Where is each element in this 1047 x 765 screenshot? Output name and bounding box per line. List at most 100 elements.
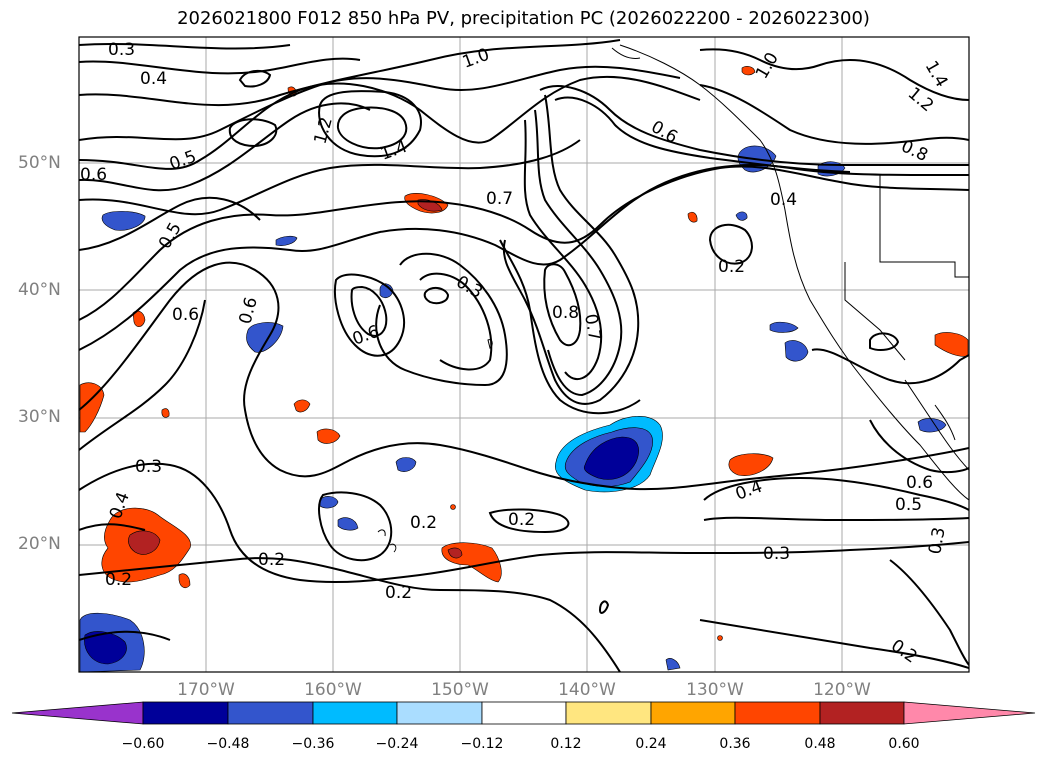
precip-blob [79, 382, 105, 433]
colorbar-segment [227, 701, 314, 725]
contour-line [79, 299, 206, 451]
colorbar-segment [481, 701, 567, 725]
contour-line [79, 165, 969, 321]
contour-line [79, 39, 621, 106]
contour-line [488, 508, 570, 534]
contour-line [539, 85, 969, 167]
contour-label: 0.2 [258, 550, 285, 570]
contour-label: 0.3 [453, 272, 486, 303]
colorbar-tick: −0.12 [460, 736, 504, 752]
contour-line [699, 619, 969, 669]
colorbar-segment [819, 701, 905, 725]
contour-label: 0.5 [155, 219, 186, 252]
coast-path [904, 379, 969, 471]
contour-line [534, 109, 623, 397]
contour-label: 0.3 [108, 40, 135, 60]
map-panel: 0.3 0.4 0.5 0.6 0.7 0.8 1.0 1.2 1.4 0.2 … [79, 37, 969, 672]
contour-label: 0.5 [167, 147, 199, 175]
precip-blob [101, 211, 146, 231]
contour-label: 0.2 [105, 570, 132, 590]
contour-line [238, 69, 272, 88]
contour-label: 0.5 [895, 495, 922, 515]
precip-blob [769, 321, 799, 333]
colorbar-segment [142, 701, 229, 725]
contour-label: 0.6 [906, 473, 933, 493]
precip-blob [784, 340, 809, 362]
contour-line [708, 223, 753, 265]
contour-line [79, 139, 581, 216]
contour-line [79, 57, 361, 75]
contour-line [79, 102, 371, 192]
colorbar-tick: 0.12 [550, 736, 582, 752]
contour-line [703, 476, 969, 511]
precip-blob [583, 436, 639, 480]
contour-label: 1.4 [378, 137, 410, 165]
coast-path [619, 44, 969, 501]
contour-label: 0.7 [486, 189, 513, 209]
contour-line [318, 90, 422, 158]
contour-line [699, 84, 969, 145]
contour-label: 0.4 [770, 190, 797, 210]
lat-label-20: 20°N [18, 534, 61, 554]
colorbar-tick: −0.36 [291, 736, 335, 752]
contour-line [423, 287, 450, 305]
contour-line [869, 419, 969, 474]
contour-line [499, 239, 641, 415]
precip-dot [717, 635, 723, 641]
contour-label: 0.2 [887, 636, 921, 668]
precip-dot [450, 504, 456, 510]
precip-blob [246, 322, 284, 353]
colorbar-extend-low [11, 701, 144, 725]
colorbar-tick: −0.60 [121, 736, 165, 752]
precip-blob [735, 211, 748, 221]
colorbar-segment [396, 701, 483, 725]
contour-line [889, 559, 969, 666]
contour-label: 0.6 [350, 322, 382, 350]
contour-label: 0.2 [718, 257, 745, 277]
colorbar-segment [312, 701, 398, 725]
lat-label-30: 30°N [18, 407, 61, 427]
positive-precip-areas [79, 66, 969, 641]
coast-path [844, 262, 906, 361]
negative-precip-areas [79, 145, 947, 672]
contour-line [811, 348, 969, 385]
contour-label: 0.2 [508, 510, 535, 530]
colorbar-tick: 0.24 [635, 736, 667, 752]
precip-blob [275, 235, 298, 246]
contour-line [869, 332, 900, 351]
precip-blob [293, 399, 311, 413]
coast-path [377, 529, 386, 537]
contour-line [523, 119, 603, 381]
contour-line [502, 94, 640, 405]
colorbar-segment [650, 701, 736, 725]
coast-path [879, 174, 969, 278]
contour-label: 0.3 [763, 544, 790, 564]
contour-line [375, 252, 508, 387]
precip-blob [128, 530, 161, 555]
lat-label-50: 50°N [18, 153, 61, 173]
contour-line [543, 263, 582, 347]
lon-label-130w: 130°W [686, 680, 744, 700]
colorbar-tick: 0.48 [804, 736, 836, 752]
contour-label: 0.6 [172, 305, 199, 325]
colorbar-tick: 0.60 [888, 736, 920, 752]
contour-label: 1.2 [904, 84, 938, 117]
contour-line [79, 261, 969, 491]
precip-blob [84, 631, 127, 665]
contour-line [334, 273, 405, 357]
contour-label: 0.2 [385, 583, 412, 603]
contour-line [350, 285, 388, 337]
precip-blob [687, 211, 698, 223]
pv-contours [79, 39, 969, 672]
contour-line [79, 462, 969, 584]
contour-line [79, 42, 291, 50]
colorbar [11, 701, 1036, 725]
contour-line [79, 196, 261, 251]
precip-blob [665, 658, 681, 671]
coast-path [487, 339, 493, 349]
contour-label: 0.6 [236, 295, 262, 326]
contour-line [79, 65, 681, 141]
coast-path [389, 543, 397, 553]
contour-line [703, 516, 969, 522]
coastline [377, 44, 969, 553]
